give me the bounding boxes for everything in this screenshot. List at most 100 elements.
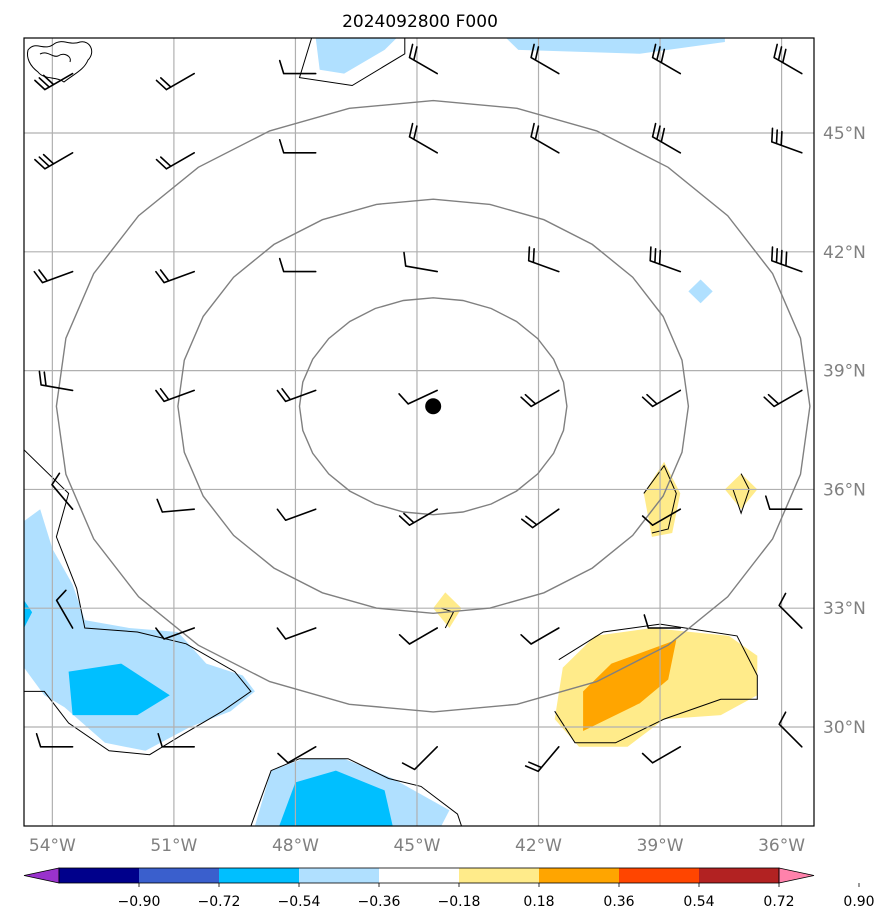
colorbar-label: −0.36 [358,894,401,910]
region-outline-6 [554,623,758,744]
colorbar-segment [59,868,140,883]
wind-barb [773,43,803,75]
wind-barb [398,389,438,405]
wind-barb [530,43,560,75]
wind-barb [771,246,803,273]
wind-barb [530,122,560,154]
latitude-labels: 45°N 42°N 39°N 36°N 33°N 30°N [823,124,866,738]
region-outline-3 [643,464,677,534]
wind-barb [34,72,74,91]
shaded-region-4 [68,663,170,716]
wind-barb [157,733,195,748]
shaded-region-12 [583,639,677,731]
colorbar: −0.90 −0.72 −0.54 −0.36 −0.18 0.18 0.36 0.54 0.7… [23,867,875,910]
lat-tick-label: 45°N [823,124,866,144]
wind-barb [278,59,317,75]
contour-ring-1 [177,198,690,615]
wind-barb [649,246,682,273]
lat-tick-label: 30°N [823,718,866,738]
lat-tick-label: 42°N [823,243,866,263]
colorbar-label: −0.90 [118,894,161,910]
longitude-labels: 54°W 51°W 48°W 45°W 42°W 39°W 36°W [29,836,805,856]
lon-tick-label: 45°W [393,836,440,856]
wind-barb [398,508,438,526]
wind-barb [155,269,195,284]
colorbar-segment [379,868,460,883]
wind-barb [765,495,803,510]
lon-tick-label: 42°W [515,836,562,856]
wind-barb [156,498,195,513]
wind-barb [641,508,682,526]
shaded-region-5 [24,600,33,628]
colorbar-extend-high [778,867,815,884]
wind-barb [276,388,317,403]
map-frame [23,37,815,827]
shaded-region-7 [279,770,393,826]
wind-barb [155,72,195,91]
colorbar-label: 0.18 [523,894,554,910]
wind-barb [403,251,438,273]
lon-tick-label: 36°W [758,836,805,856]
wind-barb [778,711,803,748]
wind-barb [771,127,803,154]
contour-ring-2 [55,99,811,713]
wind-barb [35,733,74,748]
colorbar-segment [459,868,540,883]
lon-tick-label: 39°W [637,836,684,856]
wind-barb [278,257,317,273]
shaded-region-2 [688,279,713,304]
wind-barb [641,746,682,764]
wind-barb [651,43,682,75]
region-outline-4 [732,473,750,515]
region-outline-2 [250,758,462,826]
wind-barb [763,389,803,408]
wind-barb [278,139,317,154]
colorbar-frame [58,867,780,884]
outline-layer [24,38,758,826]
wind-barbs [33,43,803,773]
wind-barb [520,627,560,645]
colorbar-segment [219,868,300,883]
lon-tick-label: 48°W [272,836,319,856]
wind-barb [408,122,438,154]
region-outline-0 [24,449,252,756]
colorbar-extend-low [23,867,60,884]
coastline-fragment [27,41,93,83]
lon-tick-label: 51°W [150,836,197,856]
wind-barb [408,43,438,75]
contour-ring-0 [298,297,568,516]
wind-barb [276,508,317,521]
map-panel [24,38,814,826]
colorbar-label: −0.72 [198,894,241,910]
wind-barb [527,246,560,273]
colorbar-label: 0.54 [683,894,714,910]
wind-barb [155,152,195,170]
figure-title: 2024092800 F000 [342,12,498,32]
colorbar-label: −0.18 [438,894,481,910]
lon-tick-label: 54°W [29,836,76,856]
center-marker [425,398,442,415]
colorbar-segment [699,868,780,883]
region-outline-1 [298,38,406,87]
shaded-region-9 [724,473,758,510]
wind-barb [651,122,682,154]
wind-barb [51,472,74,510]
wind-barb [641,389,682,408]
colorbar-label: −0.54 [278,894,321,910]
colorbar-label: 0.36 [603,894,634,910]
contour-layer [55,99,811,713]
wind-barb [55,589,74,629]
wind-barb [398,627,438,645]
colorbar-segment [139,868,220,883]
wind-barb [401,746,438,771]
wind-barb [33,269,74,284]
colorbar-segment [539,868,620,883]
wind-barb [277,746,317,764]
wind-barb [520,389,560,408]
wind-barb [155,388,195,403]
wind-barb [276,627,317,640]
wind-barb [38,370,74,392]
colorbar-label: 0.90 [843,894,874,910]
wind-barb [643,614,682,629]
